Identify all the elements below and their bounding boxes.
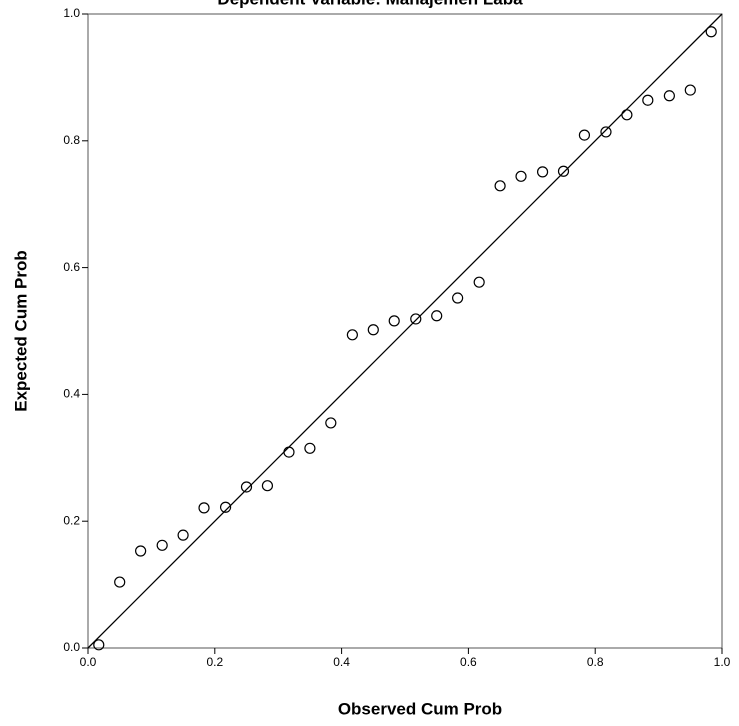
point: [283, 446, 295, 458]
point: [494, 180, 506, 192]
point: [325, 417, 337, 429]
y-tick-label: 1.0: [63, 6, 80, 20]
point: [410, 313, 422, 325]
point: [452, 292, 464, 304]
point: [705, 26, 717, 38]
point: [304, 442, 316, 454]
x-axis-label: Observed Cum Prob: [338, 699, 502, 718]
x-tick-label: 0.6: [460, 655, 477, 669]
point: [388, 315, 400, 327]
point: [219, 501, 232, 513]
point: [198, 502, 210, 514]
y-axis-label: Expected Cum Prob: [11, 250, 30, 412]
point: [261, 480, 274, 492]
point: [177, 529, 189, 541]
point: [515, 170, 527, 182]
y-tick-label: 0.6: [63, 260, 80, 274]
point: [473, 276, 485, 288]
chart-title: Dependent Variable: Manajemen Laba: [217, 0, 523, 8]
point: [642, 94, 654, 106]
plot-frame: [87, 13, 723, 649]
x-tick-label: 0.8: [587, 655, 604, 669]
y-tick-label: 0.8: [63, 133, 80, 147]
point: [431, 310, 443, 322]
point: [621, 109, 633, 121]
y-tick-label: 0.0: [63, 640, 80, 654]
point: [367, 324, 379, 336]
x-tick-label: 0.4: [333, 655, 350, 669]
point: [156, 539, 168, 551]
x-tick-label: 0.2: [206, 655, 223, 669]
point: [346, 329, 358, 341]
point: [663, 90, 675, 102]
point: [135, 545, 147, 557]
point: [536, 166, 549, 178]
y-tick-label: 0.2: [63, 513, 80, 527]
point: [557, 165, 570, 177]
point: [240, 481, 253, 493]
x-tick-label: 0.0: [80, 655, 97, 669]
point: [93, 639, 105, 651]
point: [114, 576, 126, 588]
point: [684, 84, 696, 96]
reference-line: [87, 13, 723, 649]
point: [578, 129, 591, 141]
y-tick-label: 0.4: [63, 387, 80, 401]
x-tick-label: 1.0: [714, 655, 731, 669]
point: [600, 126, 612, 138]
